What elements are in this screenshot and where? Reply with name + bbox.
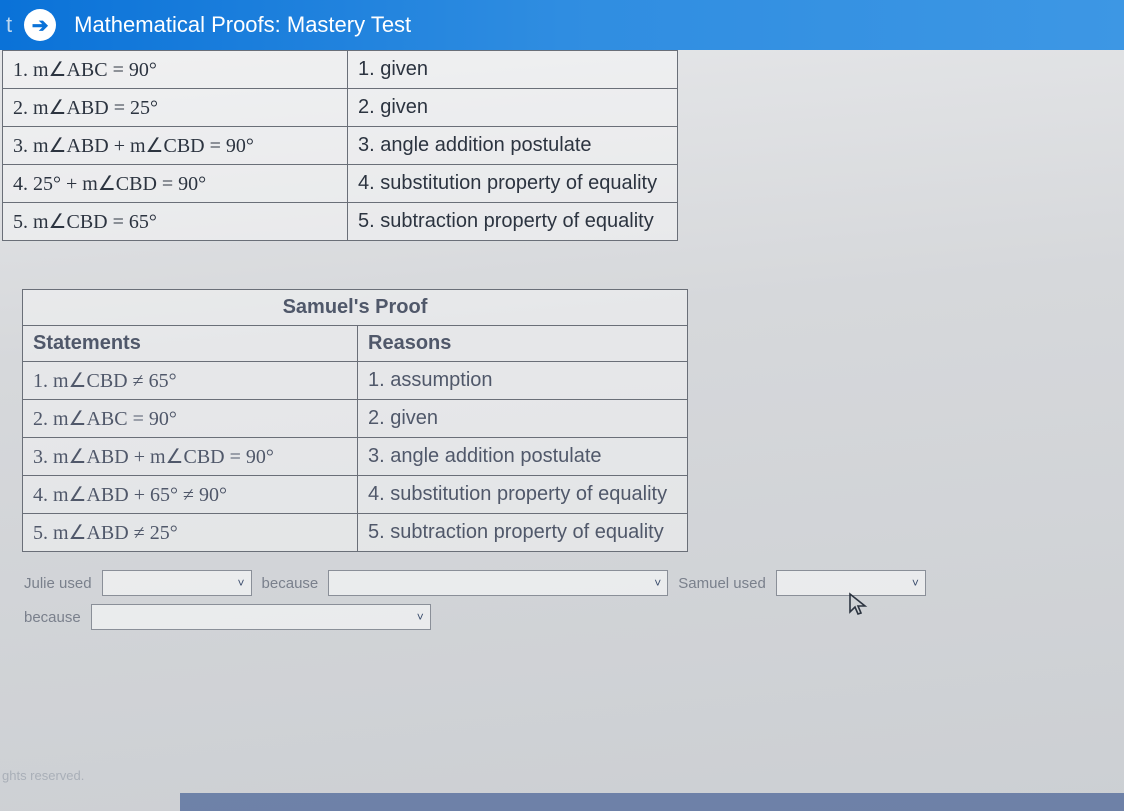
table-header-row: Statements Reasons xyxy=(23,326,688,362)
reason-cell: 4. substitution property of equality xyxy=(358,476,688,514)
julie-used-label: Julie used xyxy=(24,575,92,592)
stmt-cell: 3. m∠ABD + m∠CBD = 90° xyxy=(23,438,358,476)
julie-reason-dropdown[interactable]: ˅ xyxy=(328,570,668,596)
reason-cell: 3. angle addition postulate xyxy=(358,438,688,476)
header-left-letter: t xyxy=(6,12,18,38)
table-row: 1. m∠CBD ≠ 65° 1. assumption xyxy=(23,362,688,400)
reason-cell: 1. given xyxy=(348,51,678,89)
table-row: 1. m∠ABC = 90° 1. given xyxy=(3,51,678,89)
samuel-reason-dropdown[interactable]: ˅ xyxy=(91,604,431,630)
reason-cell: 2. given xyxy=(348,89,678,127)
proof-table-1: 1. m∠ABC = 90° 1. given 2. m∠ABD = 25° 2… xyxy=(2,50,678,241)
reason-cell: 3. angle addition postulate xyxy=(348,127,678,165)
stmt-cell: 1. m∠CBD ≠ 65° xyxy=(23,362,358,400)
table-row: 2. m∠ABC = 90° 2. given xyxy=(23,400,688,438)
reason-cell: 5. subtraction property of equality xyxy=(348,203,678,241)
reason-cell: 1. assumption xyxy=(358,362,688,400)
stmt-cell: 2. m∠ABC = 90° xyxy=(23,400,358,438)
col-header-reasons: Reasons xyxy=(358,326,688,362)
stmt-cell: 5. m∠CBD = 65° xyxy=(3,203,348,241)
table-row: 5. m∠ABD ≠ 25° 5. subtraction property o… xyxy=(23,514,688,552)
chevron-down-icon: ˅ xyxy=(654,576,661,590)
table-row: 4. m∠ABD + 65° ≠ 90° 4. substitution pro… xyxy=(23,476,688,514)
julie-method-dropdown[interactable]: ˅ xyxy=(102,570,252,596)
samuel-used-label: Samuel used xyxy=(678,575,766,592)
chevron-down-icon: ˅ xyxy=(238,576,245,590)
because-label-1: because xyxy=(262,575,319,592)
stmt-cell: 5. m∠ABD ≠ 25° xyxy=(23,514,358,552)
chevron-down-icon: ˅ xyxy=(417,610,424,624)
reason-cell: 5. subtraction property of equality xyxy=(358,514,688,552)
reason-cell: 2. given xyxy=(358,400,688,438)
table-title: Samuel's Proof xyxy=(23,290,688,326)
table-row: 2. m∠ABD = 25° 2. given xyxy=(3,89,678,127)
table-row: 3. m∠ABD + m∠CBD = 90° 3. angle addition… xyxy=(3,127,678,165)
stmt-cell: 4. 25° + m∠CBD = 90° xyxy=(3,165,348,203)
stmt-cell: 1. m∠ABC = 90° xyxy=(3,51,348,89)
bottom-strip xyxy=(180,793,1124,811)
footer-rights: ghts reserved. xyxy=(2,768,84,783)
proof-table-samuel: Samuel's Proof Statements Reasons 1. m∠C… xyxy=(22,289,688,552)
page-title: Mathematical Proofs: Mastery Test xyxy=(74,12,411,38)
table-row: 3. m∠ABD + m∠CBD = 90° 3. angle addition… xyxy=(23,438,688,476)
table-row: 5. m∠CBD = 65° 5. subtraction property o… xyxy=(3,203,678,241)
table-title-row: Samuel's Proof xyxy=(23,290,688,326)
arrow-right-icon: ➔ xyxy=(32,13,49,38)
app-header: t ➔ Mathematical Proofs: Mastery Test xyxy=(0,0,1124,50)
table-row: 4. 25° + m∠CBD = 90° 4. substitution pro… xyxy=(3,165,678,203)
mouse-cursor-icon xyxy=(848,592,868,622)
fill-row-1: Julie used ˅ because ˅ Samuel used ˅ xyxy=(24,570,1124,596)
stmt-cell: 4. m∠ABD + 65° ≠ 90° xyxy=(23,476,358,514)
fill-row-2: because ˅ xyxy=(24,604,1124,630)
stmt-cell: 3. m∠ABD + m∠CBD = 90° xyxy=(3,127,348,165)
reason-cell: 4. substitution property of equality xyxy=(348,165,678,203)
col-header-statements: Statements xyxy=(23,326,358,362)
because-label-2: because xyxy=(24,609,81,626)
chevron-down-icon: ˅ xyxy=(912,576,919,590)
next-nav-button[interactable]: ➔ xyxy=(24,9,56,41)
stmt-cell: 2. m∠ABD = 25° xyxy=(3,89,348,127)
